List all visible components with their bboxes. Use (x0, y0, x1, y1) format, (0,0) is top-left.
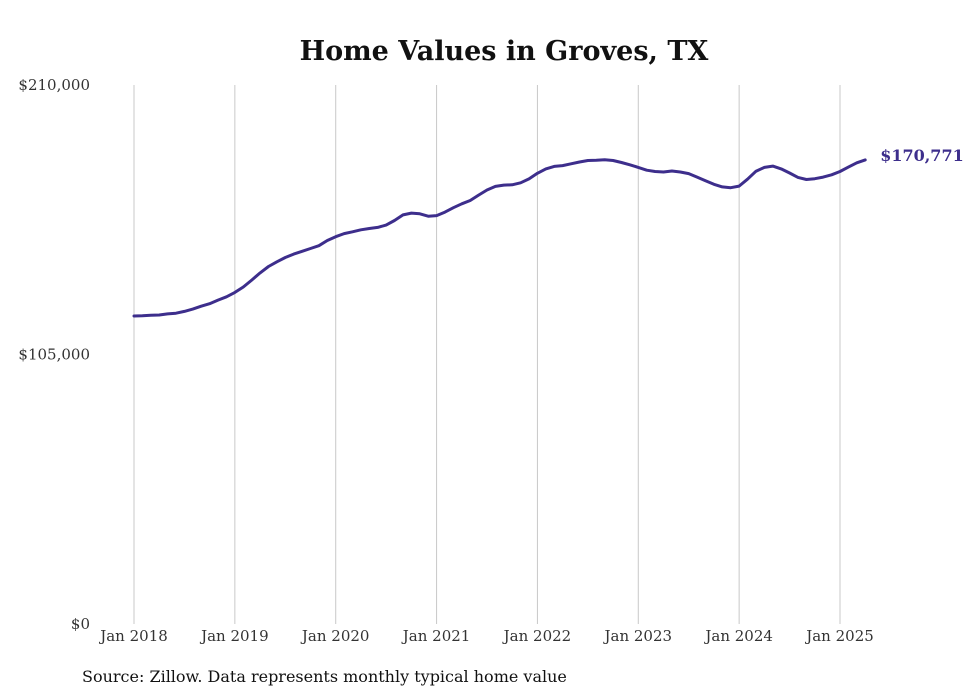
y-tick-label: $0 (71, 615, 90, 633)
x-tick-label: Jan 2020 (300, 627, 370, 645)
y-tick-label: $105,000 (18, 346, 90, 364)
y-axis-ticks: $0 $105,000 $210,000 (18, 76, 90, 633)
x-axis-ticks: Jan 2018 Jan 2019 Jan 2020 Jan 2021 Jan 2022… (98, 627, 874, 645)
end-value-label: $170,771 (880, 146, 964, 165)
source-note: Source: Zillow. Data represents monthly … (82, 667, 567, 686)
x-tick-label: Jan 2025 (804, 627, 874, 645)
chart-title: Home Values in Groves, TX (300, 36, 709, 67)
series-line-home-value (132, 158, 867, 318)
y-tick-label: $210,000 (18, 76, 90, 94)
x-tick-label: Jan 2024 (703, 627, 773, 645)
x-tick-label: Jan 2018 (98, 627, 168, 645)
gridlines (133, 85, 841, 624)
x-tick-label: Jan 2019 (199, 627, 269, 645)
x-tick-label: Jan 2023 (603, 627, 673, 645)
x-tick-label: Jan 2021 (401, 627, 471, 645)
x-tick-label: Jan 2022 (502, 627, 572, 645)
